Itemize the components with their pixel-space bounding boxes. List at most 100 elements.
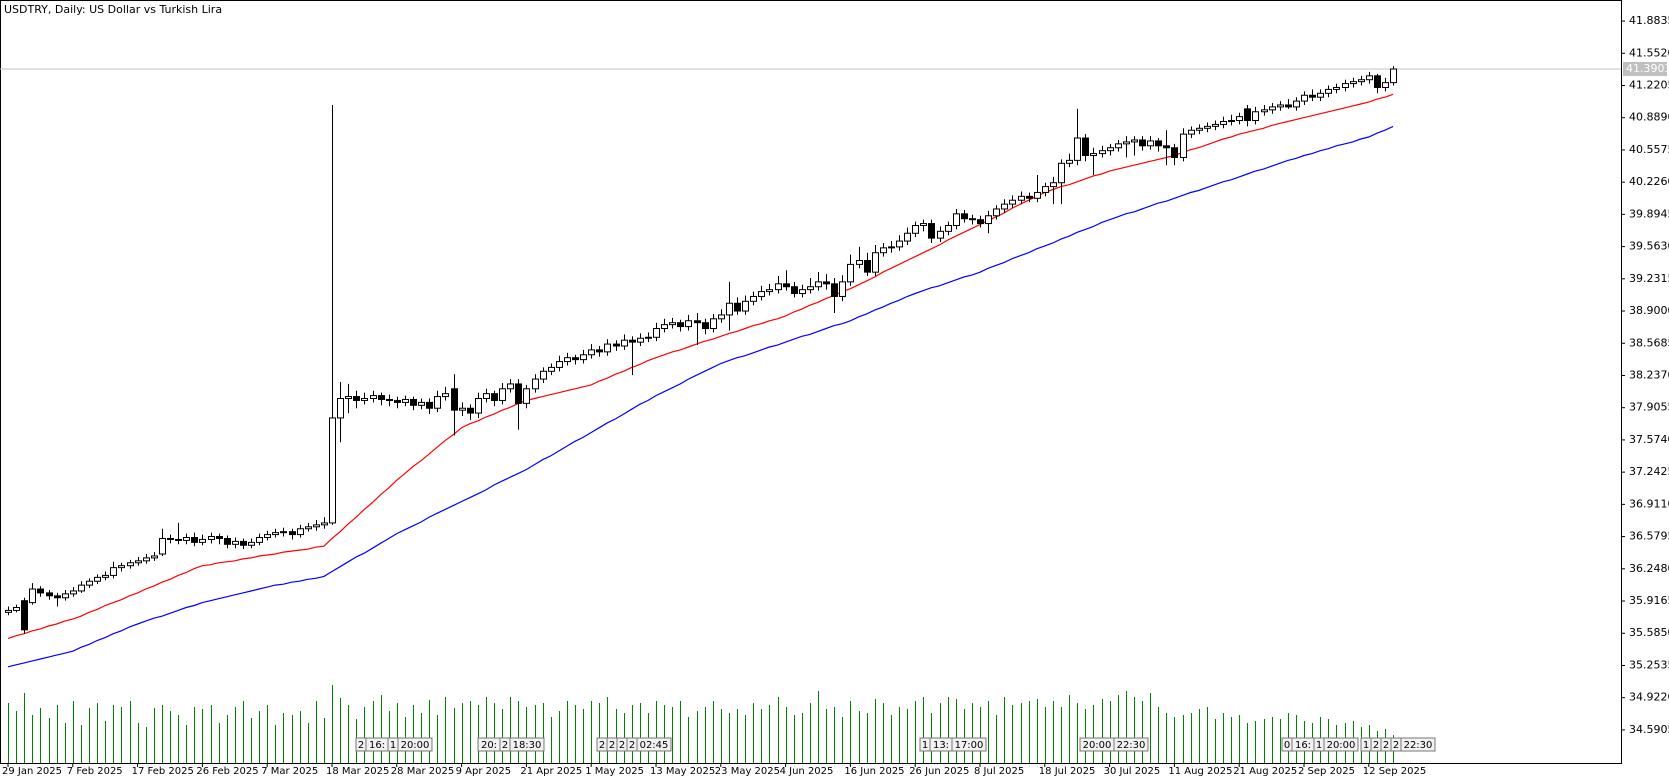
event-label: 0 xyxy=(1284,740,1290,751)
candle-body xyxy=(434,396,441,409)
candle-body xyxy=(718,314,725,320)
y-tick-label: 37.9055 xyxy=(1629,401,1669,414)
candle-body xyxy=(240,540,247,546)
candle-body xyxy=(370,395,377,400)
candle-body xyxy=(985,215,992,225)
x-tick-label: 2 Sep 2025 xyxy=(1298,766,1355,777)
x-tick-label: 16 Jun 2025 xyxy=(844,766,904,777)
event-label: 20: xyxy=(481,740,497,751)
candle-body xyxy=(548,366,555,372)
candle-body xyxy=(459,407,466,411)
candle-body xyxy=(345,396,352,400)
candle-body xyxy=(1034,191,1041,199)
candle-body xyxy=(1147,140,1154,147)
candle-body xyxy=(888,246,895,249)
candle-body xyxy=(1139,139,1146,147)
candle-body xyxy=(1269,106,1276,111)
candle-body xyxy=(361,398,368,401)
candle-body xyxy=(426,401,433,409)
candle-body xyxy=(1042,186,1049,193)
candle-body xyxy=(110,567,117,576)
candle-body xyxy=(1001,203,1008,210)
candle-body xyxy=(402,398,409,403)
candle-body xyxy=(831,283,838,297)
candle-body xyxy=(847,263,854,283)
candle-body xyxy=(1366,75,1373,81)
candle-body xyxy=(208,536,215,540)
candle-body xyxy=(1220,120,1227,125)
candle-body xyxy=(515,383,522,404)
event-label: 2 xyxy=(619,740,625,751)
candle-body xyxy=(167,537,174,540)
candle-body xyxy=(1171,147,1178,158)
event-label: 22:30 xyxy=(1404,740,1433,751)
candle-body xyxy=(467,407,474,414)
candle-body xyxy=(102,574,109,578)
candle-body xyxy=(1123,141,1130,145)
x-tick-label: 8 Jul 2025 xyxy=(974,766,1024,777)
event-label: 2 xyxy=(358,740,364,751)
y-tick-label: 41.5520 xyxy=(1629,46,1669,59)
event-label: 16: xyxy=(369,740,385,751)
candle-body xyxy=(86,580,93,586)
candle-body xyxy=(1236,116,1243,122)
y-tick-label: 41.8835 xyxy=(1629,14,1669,27)
candle-body xyxy=(807,286,814,291)
candle-body xyxy=(305,526,312,530)
candle-body xyxy=(62,593,69,599)
candle-body xyxy=(151,555,158,559)
event-label: 1 xyxy=(390,740,396,751)
candle-body xyxy=(216,536,223,539)
candle-body xyxy=(1196,127,1203,131)
candle-body xyxy=(321,522,328,526)
candle-body xyxy=(1155,140,1162,147)
candle-body xyxy=(1285,104,1292,108)
x-tick-label: 29 Jan 2025 xyxy=(2,766,62,777)
candle-body xyxy=(1115,143,1122,149)
y-tick-label: 35.2535 xyxy=(1629,658,1669,671)
candle-body xyxy=(329,417,336,524)
y-tick-label: 40.5575 xyxy=(1629,143,1669,156)
candle-body xyxy=(604,343,611,353)
candle-body xyxy=(1277,104,1284,108)
candle-body xyxy=(912,224,919,234)
event-label: 20:00 xyxy=(401,740,430,751)
candle-body xyxy=(1293,100,1300,108)
candle-body xyxy=(1228,120,1235,123)
chart-title: USDTRY, Daily: US Dollar vs Turkish Lira xyxy=(4,3,222,16)
x-tick-label: 18 Mar 2025 xyxy=(326,766,389,777)
candle-body xyxy=(758,291,765,297)
x-tick-label: 4 Jun 2025 xyxy=(780,766,834,777)
candle-body xyxy=(1358,79,1365,83)
candle-body xyxy=(272,532,279,536)
candle-body xyxy=(1066,159,1073,164)
candle-body xyxy=(613,343,620,347)
y-tick-label: 39.8945 xyxy=(1629,207,1669,220)
candle-body xyxy=(1058,162,1065,184)
candle-body xyxy=(661,324,668,330)
candle-body xyxy=(337,398,344,419)
event-box xyxy=(1323,737,1359,752)
candle-body xyxy=(523,388,530,404)
y-tick-label: 38.2370 xyxy=(1629,368,1669,381)
candle-body xyxy=(596,349,603,353)
x-tick-label: 13 May 2025 xyxy=(650,766,715,777)
x-tick-label: 26 Jun 2025 xyxy=(909,766,969,777)
event-label: 02:45 xyxy=(640,740,669,751)
y-tick-label: 35.5850 xyxy=(1629,626,1669,639)
event-label: 17:00 xyxy=(955,740,984,751)
candle-body xyxy=(880,247,887,254)
event-label: 16: xyxy=(1295,740,1311,751)
candle-body xyxy=(977,219,984,225)
candle-body xyxy=(1317,92,1324,98)
candle-body xyxy=(1180,133,1187,158)
candle-body xyxy=(815,281,822,288)
event-label: 1 xyxy=(1316,740,1322,751)
candle-body xyxy=(135,560,142,564)
candle-body xyxy=(199,538,206,543)
candle-body xyxy=(1342,83,1349,88)
candle-body xyxy=(750,295,757,302)
candle-body xyxy=(1188,129,1195,135)
candle-body xyxy=(629,339,636,343)
